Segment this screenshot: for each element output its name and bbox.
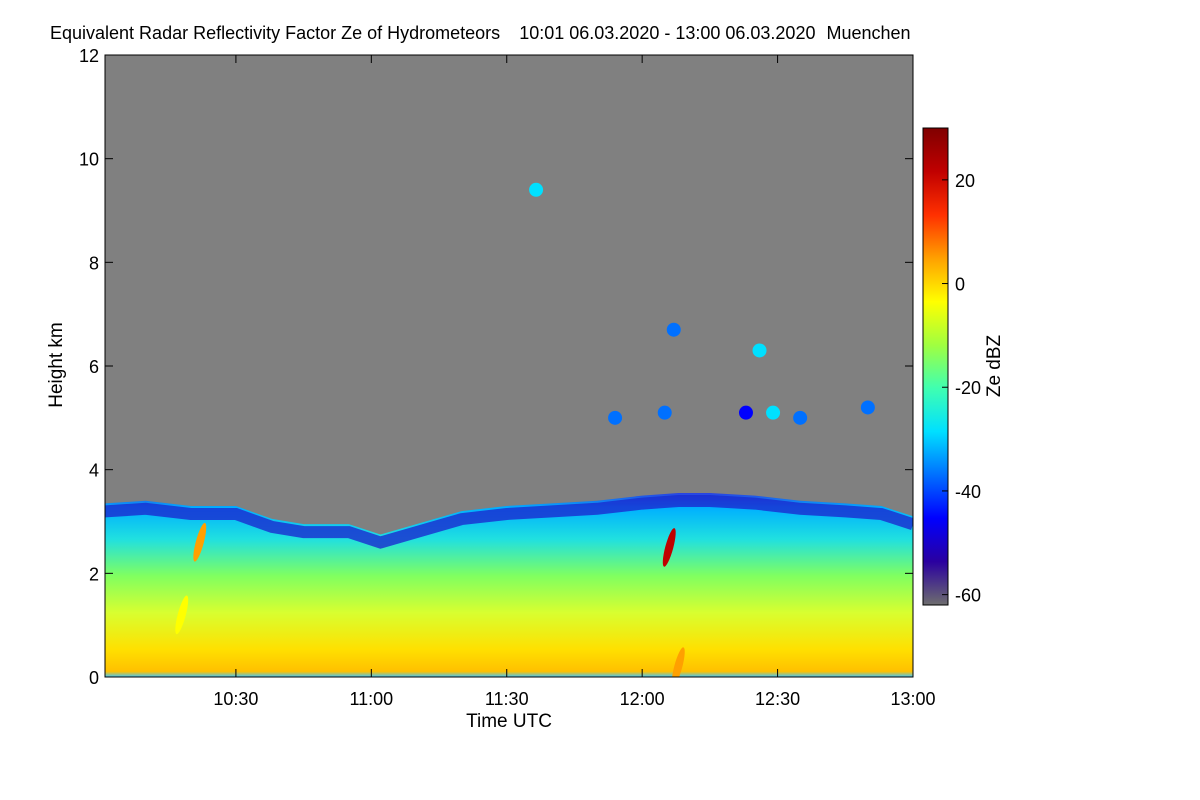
- x-tick-label: 11:00: [349, 689, 393, 709]
- colorbar-tick-label: -40: [955, 482, 981, 502]
- y-tick-label: 6: [89, 357, 99, 377]
- upper-echo: [608, 410, 623, 425]
- y-tick-label: 2: [89, 564, 99, 584]
- upper-echo: [793, 410, 808, 425]
- colorbar-tick-label: 0: [955, 275, 965, 295]
- x-tick-label: 10:30: [213, 689, 258, 709]
- upper-echo: [657, 405, 672, 420]
- colorbar-ticks: 20 0 -20 -40 -60: [942, 171, 981, 606]
- upper-echo: [766, 405, 781, 420]
- x-tick-label: 12:00: [620, 689, 665, 709]
- y-tick-label: 0: [89, 668, 99, 688]
- title-main: Equivalent Radar Reflectivity Factor Ze …: [50, 23, 500, 43]
- y-tick-label: 4: [89, 461, 99, 481]
- y-tick-label: 12: [79, 46, 99, 66]
- upper-echo: [752, 343, 767, 358]
- colorbar-tick-label: -60: [955, 586, 981, 606]
- strong-echo: [662, 528, 676, 567]
- cloud-top-edge: [105, 495, 913, 549]
- x-tick-label: 12:30: [755, 689, 800, 709]
- colorbar-label: Ze dBZ: [984, 334, 1005, 397]
- cloud-layer-fill: [105, 493, 913, 677]
- upper-echo: [666, 322, 681, 337]
- y-tick-label: 8: [89, 253, 99, 273]
- colorbar: 20 0 -20 -40 -60 Ze dBZ: [922, 127, 1005, 606]
- title-time-range: 10:01 06.03.2020 - 13:00 06.03.2020: [519, 23, 815, 43]
- strong-echo: [671, 647, 685, 677]
- x-tick-label: 11:30: [485, 689, 529, 709]
- x-axis-label: Time UTC: [466, 711, 552, 732]
- x-axis: 10:30 11:00 11:30 12:00 12:30 13:00: [213, 55, 936, 709]
- plot-area: [105, 55, 913, 677]
- cloud-layer: [105, 493, 913, 677]
- strong-echo: [193, 522, 207, 562]
- chart-title: Equivalent Radar Reflectivity Factor Ze …: [50, 23, 911, 43]
- title-location: Muenchen: [826, 23, 910, 43]
- y-axis: 0 2 4 6 8 10 12: [79, 46, 913, 688]
- colorbar-tick-label: -20: [955, 378, 981, 398]
- strong-echo: [175, 595, 189, 635]
- upper-echo: [738, 405, 753, 420]
- y-tick-label: 10: [79, 150, 99, 170]
- colorbar-scale: [922, 127, 949, 606]
- upper-echo: [529, 182, 544, 197]
- upper-echo: [860, 400, 875, 415]
- y-axis-label: Height km: [46, 322, 67, 408]
- echo-layer: [175, 182, 875, 677]
- x-tick-label: 13:00: [890, 689, 935, 709]
- colorbar-tick-label: 20: [955, 171, 975, 191]
